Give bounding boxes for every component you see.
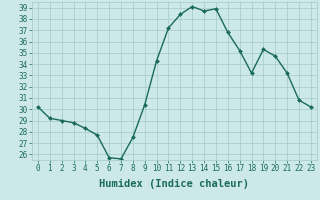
X-axis label: Humidex (Indice chaleur): Humidex (Indice chaleur) [100,179,249,189]
